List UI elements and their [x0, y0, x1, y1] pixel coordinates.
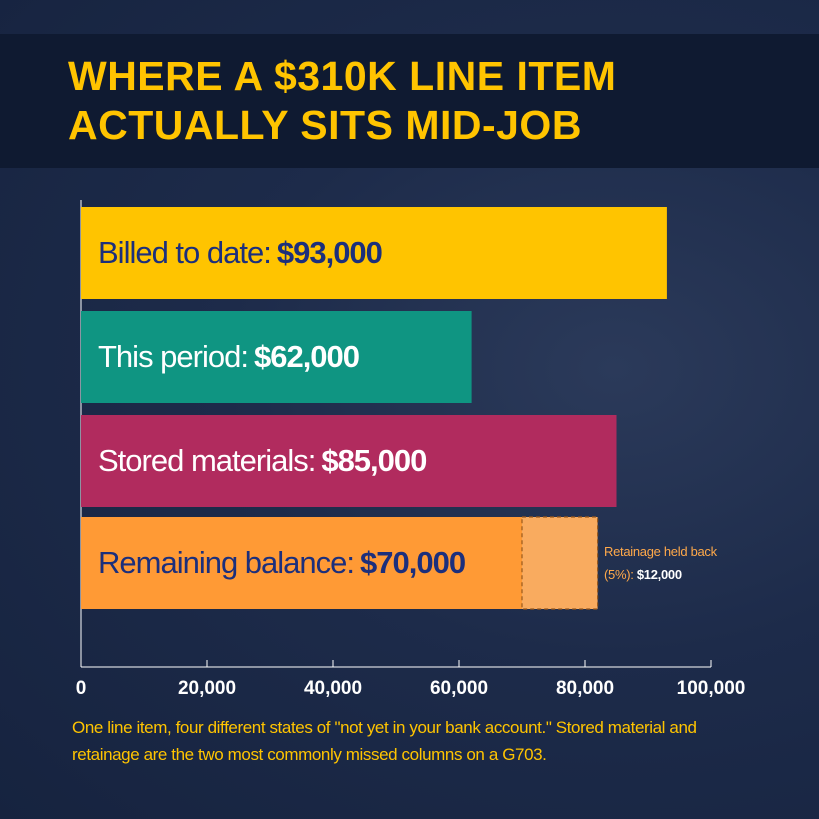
category-label: Billed to date: — [98, 235, 271, 270]
x-tick-label: 40,000 — [304, 678, 362, 699]
x-tick-label: 20,000 — [178, 678, 236, 699]
bar — [81, 415, 617, 507]
x-tick-label: 80,000 — [556, 678, 614, 699]
chart-title: WHERE A $310K LINE ITEM ACTUALLY SITS MI… — [68, 53, 617, 148]
caption: One line item, four different states of … — [72, 718, 697, 764]
bar-label: Billed to date: $93,000 — [98, 235, 382, 270]
bar — [81, 207, 667, 299]
category-label: Stored materials: — [98, 443, 315, 478]
x-tick-label: 0 — [76, 678, 87, 699]
bar — [81, 311, 472, 403]
retainage-label: Retainage held back (5%): — [604, 544, 717, 582]
title-band — [0, 34, 819, 168]
bar — [81, 517, 522, 609]
bar-label: This period: $62,000 — [98, 339, 359, 374]
category-label: This period: — [98, 339, 248, 374]
value-label: $70,000 — [360, 545, 465, 580]
bar-label: Stored materials: $85,000 — [98, 443, 426, 478]
value-label: $62,000 — [254, 339, 359, 374]
value-label: $85,000 — [321, 443, 426, 478]
x-tick-label: 60,000 — [430, 678, 488, 699]
x-tick-label: 100,000 — [677, 678, 746, 699]
bar-label: Remaining balance: $70,000 — [98, 545, 465, 580]
retainage-value-label: $12,000 — [636, 567, 682, 582]
retainage-annotation: Retainage held back (5%): $12,000 — [604, 540, 734, 586]
value-label: $93,000 — [277, 235, 382, 270]
stacked-bar — [521, 516, 599, 610]
category-label: Remaining balance: — [98, 545, 354, 580]
